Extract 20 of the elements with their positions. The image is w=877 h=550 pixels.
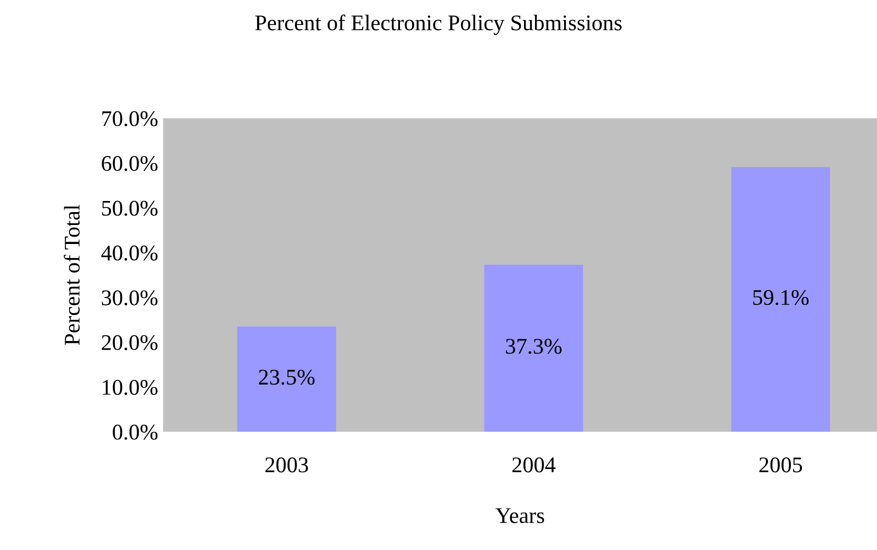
x-tick-label: 2004 [512,457,556,472]
y-tick-label: 70.0% [102,111,158,126]
y-tick-label: 40.0% [101,246,158,261]
y-tick-label: 0.0% [112,424,158,440]
data-label: 23.5% [258,370,315,385]
y-tick-label: 50.0% [102,200,158,216]
y-tick-label: 30.0% [102,290,158,306]
y-tick-label: 60.0% [102,156,158,172]
data-label: 37.3% [506,338,562,354]
x-tick-label: 2003 [265,457,308,472]
y-tick-label: 10.0% [102,380,158,395]
x-tick-label: 2005 [759,457,802,472]
bar [484,264,584,432]
x-axis-title: Years [496,508,544,524]
y-axis-title: Percent of Total [64,204,80,345]
data-label: 59.1% [753,290,809,306]
y-tick-label: 20.0% [102,335,158,350]
bar [731,167,830,432]
bar [237,326,336,432]
chart-title: Percent of Electronic Policy Submissions [255,14,622,35]
